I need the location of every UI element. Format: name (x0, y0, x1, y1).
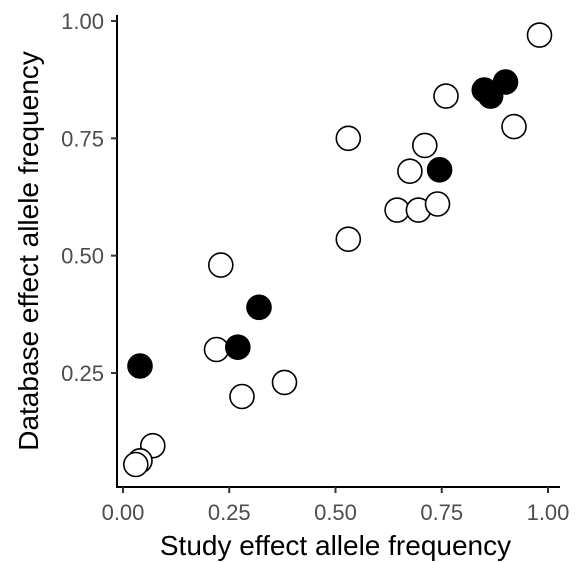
filled-point (225, 334, 251, 361)
open-point (424, 191, 451, 217)
x-axis-title: Study effect allele frequency (160, 530, 511, 561)
open-point (433, 83, 459, 109)
filled-point (477, 83, 504, 109)
x-tick-label: 0.50 (314, 500, 357, 525)
axes-layer (116, 15, 560, 488)
open-point (203, 336, 230, 363)
open-point (271, 369, 298, 396)
x-tick-label: 0.75 (420, 500, 463, 525)
filled-point (426, 157, 453, 183)
ticks-layer: 0.00 0.25 0.50 0.75 1.00 0.25 0.50 0.75 1.00 (61, 9, 569, 525)
filled-point (127, 353, 153, 379)
open-point (335, 125, 362, 152)
y-tick-label: 1.00 (61, 9, 104, 34)
y-tick-label: 0.25 (61, 361, 104, 386)
points-layer (123, 22, 553, 478)
x-tick-label: 0.25 (208, 500, 251, 525)
y-axis-title: Database effect allele frequency (13, 51, 44, 451)
x-tick-label: 0.00 (102, 500, 145, 525)
y-tick-label: 0.75 (61, 126, 104, 151)
open-point (411, 132, 438, 159)
filled-point (246, 294, 272, 321)
open-point (501, 113, 527, 140)
open-point (123, 451, 149, 478)
open-point (526, 22, 553, 48)
open-point (229, 383, 255, 410)
open-point (384, 197, 410, 223)
open-point (335, 226, 362, 252)
open-point (397, 158, 423, 184)
x-tick-label: 1.00 (527, 500, 570, 525)
y-tick-label: 0.50 (61, 244, 104, 269)
open-point (208, 252, 234, 278)
